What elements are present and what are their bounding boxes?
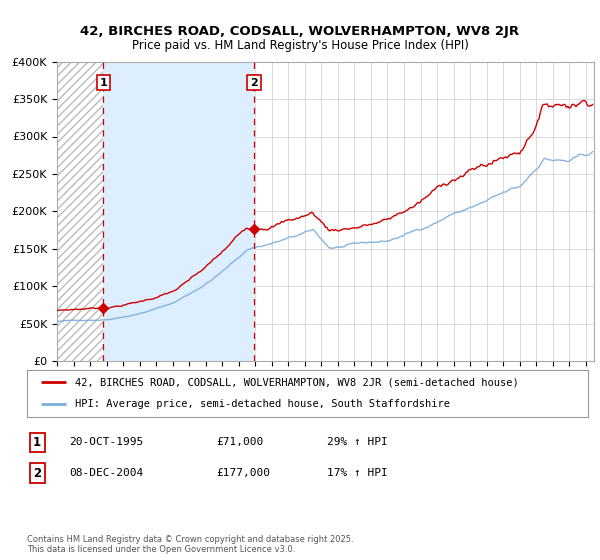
Text: £71,000: £71,000 [216,437,263,447]
Text: HPI: Average price, semi-detached house, South Staffordshire: HPI: Average price, semi-detached house,… [74,399,449,409]
Text: 42, BIRCHES ROAD, CODSALL, WOLVERHAMPTON, WV8 2JR: 42, BIRCHES ROAD, CODSALL, WOLVERHAMPTON… [80,25,520,38]
Text: 20-OCT-1995: 20-OCT-1995 [69,437,143,447]
Text: 08-DEC-2004: 08-DEC-2004 [69,468,143,478]
Text: Price paid vs. HM Land Registry's House Price Index (HPI): Price paid vs. HM Land Registry's House … [131,39,469,52]
Text: 42, BIRCHES ROAD, CODSALL, WOLVERHAMPTON, WV8 2JR (semi-detached house): 42, BIRCHES ROAD, CODSALL, WOLVERHAMPTON… [74,377,518,388]
Text: 17% ↑ HPI: 17% ↑ HPI [327,468,388,478]
Text: 2: 2 [250,78,258,87]
Text: 29% ↑ HPI: 29% ↑ HPI [327,437,388,447]
Text: 2: 2 [33,466,41,480]
Text: £177,000: £177,000 [216,468,270,478]
Text: Contains HM Land Registry data © Crown copyright and database right 2025.
This d: Contains HM Land Registry data © Crown c… [27,535,353,554]
Text: 1: 1 [33,436,41,449]
Bar [103,62,254,361]
Text: 1: 1 [100,78,107,87]
Bar [57,62,103,361]
